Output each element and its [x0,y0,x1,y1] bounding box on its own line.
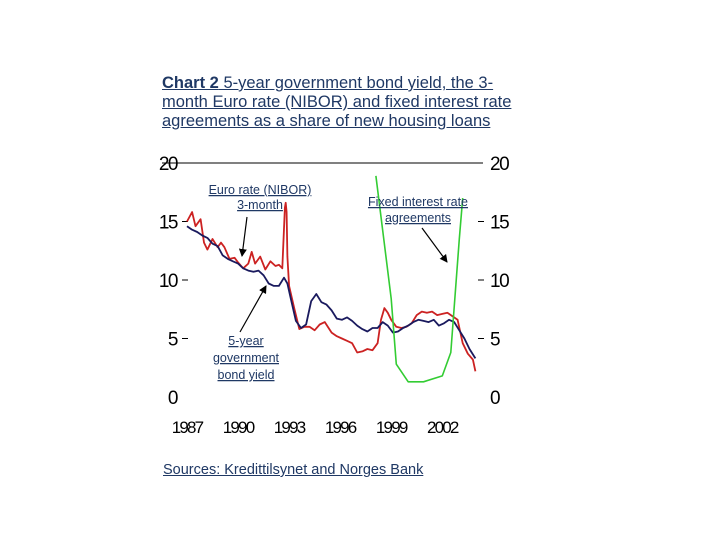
y-right-tick-label: 5 [490,330,500,351]
y-left-tick-label: 5 [168,330,178,351]
y-right-tick-label: 20 [490,154,509,175]
y-right-tick-label: 15 [490,213,509,234]
fixed-annotation-label: Fixed interest rate [368,195,468,209]
sources-note: Sources: Kredittilsynet and Norges Bank [163,462,424,478]
x-tick-label: 1990 [223,418,255,437]
bond-annotation-label: government [213,351,280,365]
chart-title-rest: 5-year government bond yield, the 3-mont… [162,74,512,130]
x-tick-label: 1996 [325,418,357,437]
x-tick-label: 1999 [376,418,408,437]
series-line [186,201,477,372]
chart-title-lead: Chart 2 [162,74,219,92]
y-left-tick-label: 0 [168,388,178,409]
y-right-tick-label: 0 [490,388,500,409]
y-left-tick-label: 20 [159,154,178,175]
nibor-annotation-label: Euro rate (NIBOR) [209,183,312,197]
nibor-annotation-arrow [238,216,248,257]
bond-annotation-label: bond yield [218,368,275,382]
fixed-annotation-label: agreements [385,211,451,225]
y-left-tick-label: 15 [159,213,178,234]
fixed-annotation-arrow [421,227,448,263]
x-tick-label: 1993 [274,418,306,437]
nibor-annotation-label: 3-month [237,198,283,212]
series-line [186,225,477,359]
series-line [375,175,464,383]
x-tick-label: 1987 [172,418,204,437]
x-tick-label: 2002 [427,418,459,437]
y-left-tick-label: 10 [159,271,178,292]
chart-title: Chart 2 5-year government bond yield, th… [162,74,522,131]
y-right-tick-label: 10 [490,271,509,292]
bond-annotation-arrow [239,285,267,333]
bond-annotation-label: 5-year [228,334,263,348]
